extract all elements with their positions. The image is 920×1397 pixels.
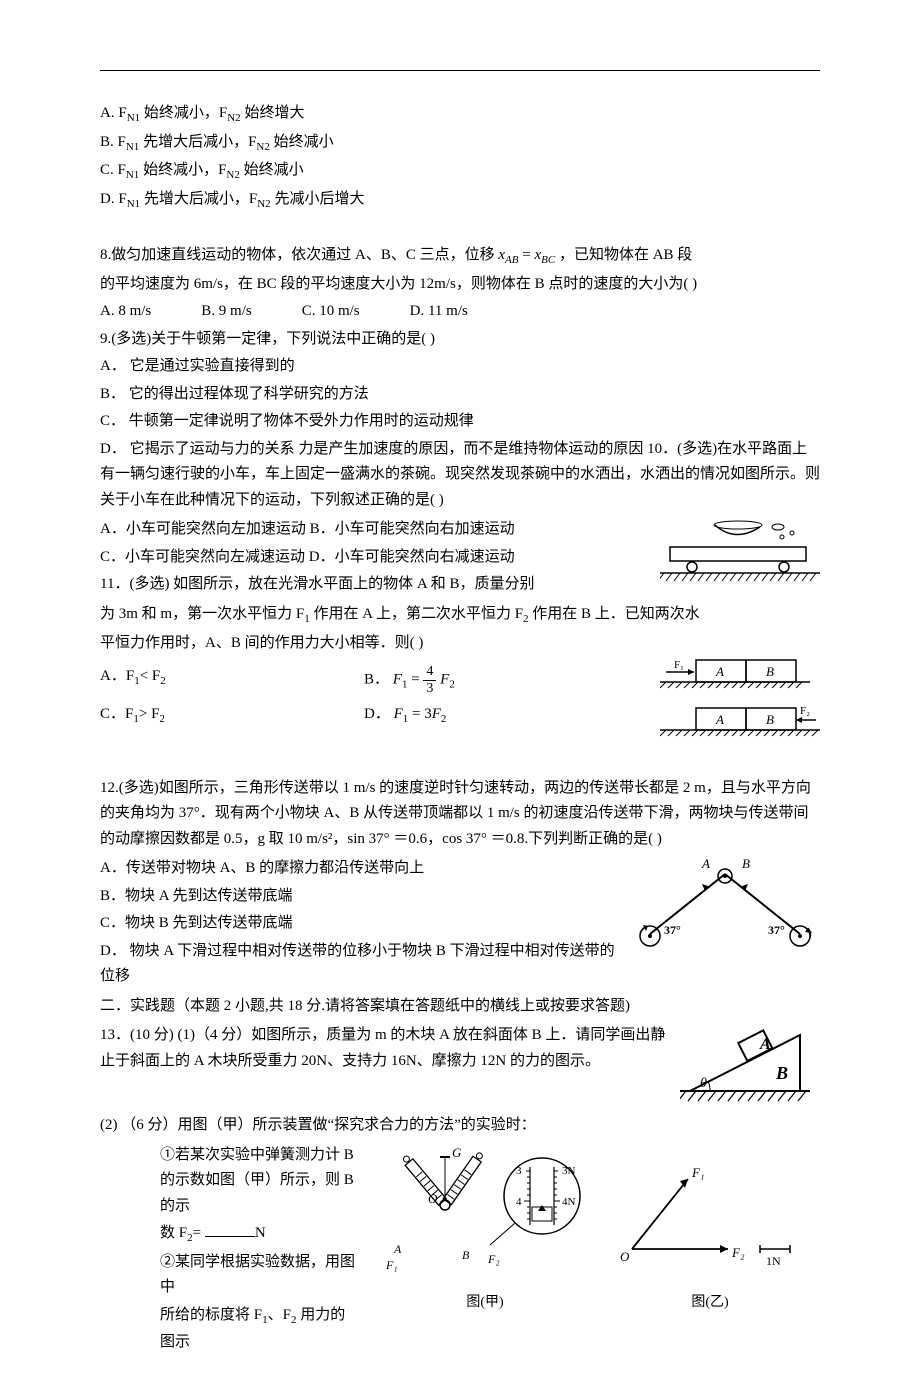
q7-optB: B. FN1 先增大后减小，FN2 始终减小 [100,130,820,157]
svg-text:3N: 3N [562,1165,576,1177]
q8-C: C. 10 m/s [302,299,360,325]
caption-yi: 图(乙) [610,1291,810,1315]
svg-text:A: A [759,1036,771,1053]
q13-sub2-line1: ②某同学根据实验数据，用图中 [160,1250,360,1301]
q11-fig-F2-label: F₂ [800,705,810,717]
q10-figure [660,515,820,585]
q9-D-and-q10-stem: D． 它揭示了运动与力的关系 力是产生加速度的原因，而不是维持物体运动的原因 1… [100,437,820,514]
svg-text:4: 4 [516,1196,522,1208]
q12-C: C．物块 B 先到达传送带底端 [100,911,620,937]
q11-stem-line2: 为 3m 和 m，第一次水平恒力 F1 作用在 A 上，第二次水平恒力 F2 作… [100,602,820,629]
caption-jia: 图(甲) [370,1291,600,1315]
q10-AB: A．小车可能突然向左加速运动 B．小车可能突然向右加速运动 [100,517,650,543]
blank-input[interactable] [205,1221,255,1237]
svg-text:F₂: F₂ [731,1245,745,1260]
svg-text:B: B [766,664,774,679]
q8-options: A. 8 m/s B. 9 m/s C. 10 m/s D. 11 m/s [100,299,820,325]
q13-figure-jia: G O A F₁ [370,1141,600,1315]
q7-optC: C. FN1 始终减小，FN2 始终减小 [100,158,820,185]
q11-C: C．F1> F2 [100,702,364,729]
q13-sub2-line2: 所给的标度将 F1、F2 用力的图示 [160,1303,360,1355]
svg-text:F₁: F₁ [385,1258,398,1272]
q12-B: B．物块 A 先到达传送带底端 [100,884,620,910]
svg-text:O: O [620,1249,630,1264]
q13-incline-figure: A B θ [680,1021,820,1111]
q11-A: A．F1< F2 [100,664,364,696]
q9-C: C． 牛顿第一定律说明了物体不受外力作用时的运动规律 [100,409,820,435]
q13-stem1: 13．(10 分) (1)（4 分）如图所示，质量为 m 的木块 A 放在斜面体… [100,1023,670,1074]
q11-stem-line1: 11．(多选) 如图所示，放在光滑水平面上的物体 A 和 B，质量分别 [100,572,650,598]
q12-A: A．传送带对物块 A、B 的摩擦力都沿传送带向上 [100,856,620,882]
q7-optA: A. FN1 始终减小，FN2 始终增大 [100,101,820,128]
svg-text:B: B [775,1063,788,1083]
svg-text:A: A [715,664,724,679]
q9-B: B． 它的得出过程体现了科学研究的方法 [100,382,820,408]
q11-figure: F₁ A B A B F₂ [660,658,820,748]
q11-B: B． F1 = 43 F2 [364,664,628,696]
svg-text:3: 3 [516,1165,522,1177]
svg-text:F₁: F₁ [691,1165,704,1180]
q8-stem: 8.做匀加速直线运动的物体，依次通过 A、B、C 三点，位移 xAB = xBC… [100,243,820,270]
svg-text:A: A [715,712,724,727]
q13-figure-yi: O F₁ F₂ 1N 图(乙) [610,1141,810,1315]
svg-text:θ: θ [700,1076,707,1091]
q12-figure: A B 37° 37° [630,854,820,954]
q8-D: D. 11 m/s [410,299,468,325]
section2-title: 二．实践题（本题 2 小题,共 18 分.请将答案填在答题纸中的横线上或按要求答… [100,994,820,1020]
svg-text:G: G [452,1145,462,1160]
q11-stem-line3: 平恒力作用时，A、B 间的作用力大小相等．则( ) [100,631,820,657]
q9-stem: 9.(多选)关于牛顿第一定律，下列说法中正确的是( ) [100,327,820,353]
q12-stem: 12.(多选)如图所示，三角形传送带以 1 m/s 的速度逆时针匀速转动，两边的… [100,776,820,853]
top-rule [100,70,820,71]
q13-stem2: (2) （6 分）用图（甲）所示装置做“探究求合力的方法”的实验时： [100,1113,820,1139]
svg-text:B: B [742,856,750,871]
svg-text:B: B [462,1248,470,1262]
q8-stem-line2: 的平均速度为 6m/s，在 BC 段的平均速度大小为 12m/s，则物体在 B … [100,272,820,298]
q10-CD: C．小车可能突然向左减速运动 D．小车可能突然向右减速运动 [100,545,650,571]
q9-A: A． 它是通过实验直接得到的 [100,354,820,380]
svg-text:1N: 1N [766,1254,781,1268]
svg-text:37°: 37° [664,923,681,937]
svg-text:A: A [393,1242,402,1256]
svg-text:4N: 4N [562,1196,576,1208]
q8-A: A. 8 m/s [100,299,151,325]
svg-text:A: A [701,856,710,871]
q11-fig-F1-label: F₁ [674,659,684,671]
q12-D: D． 物块 A 下滑过程中相对传送带的位移小于物块 B 下滑过程中相对传送带的位… [100,939,620,990]
svg-text:B: B [766,712,774,727]
q8-B: B. 9 m/s [201,299,251,325]
q13-sub1-line2: 数 F2= N [160,1221,360,1248]
svg-text:F₂: F₂ [487,1252,500,1266]
q11-D: D． F1 = 3F2 [364,702,628,729]
q13-sub1-line1: ①若某次实验中弹簧测力计 B 的示数如图（甲）所示，则 B 的示 [160,1143,360,1220]
svg-text:37°: 37° [768,923,785,937]
q7-optD: D. FN1 先增大后减小，FN2 先减小后增大 [100,187,820,214]
